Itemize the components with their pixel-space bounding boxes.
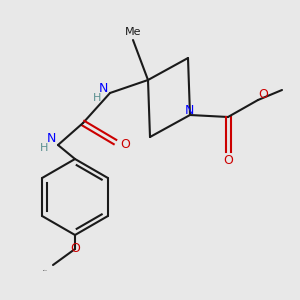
Text: methyl: methyl xyxy=(43,269,47,271)
Text: H: H xyxy=(93,93,101,103)
Text: O: O xyxy=(223,154,233,166)
Text: N: N xyxy=(184,103,194,116)
Text: O: O xyxy=(258,88,268,101)
Text: Me: Me xyxy=(125,27,141,37)
Text: O: O xyxy=(120,139,130,152)
Text: H: H xyxy=(40,143,48,153)
Text: O: O xyxy=(70,242,80,256)
Text: N: N xyxy=(46,131,56,145)
Text: N: N xyxy=(98,82,108,95)
